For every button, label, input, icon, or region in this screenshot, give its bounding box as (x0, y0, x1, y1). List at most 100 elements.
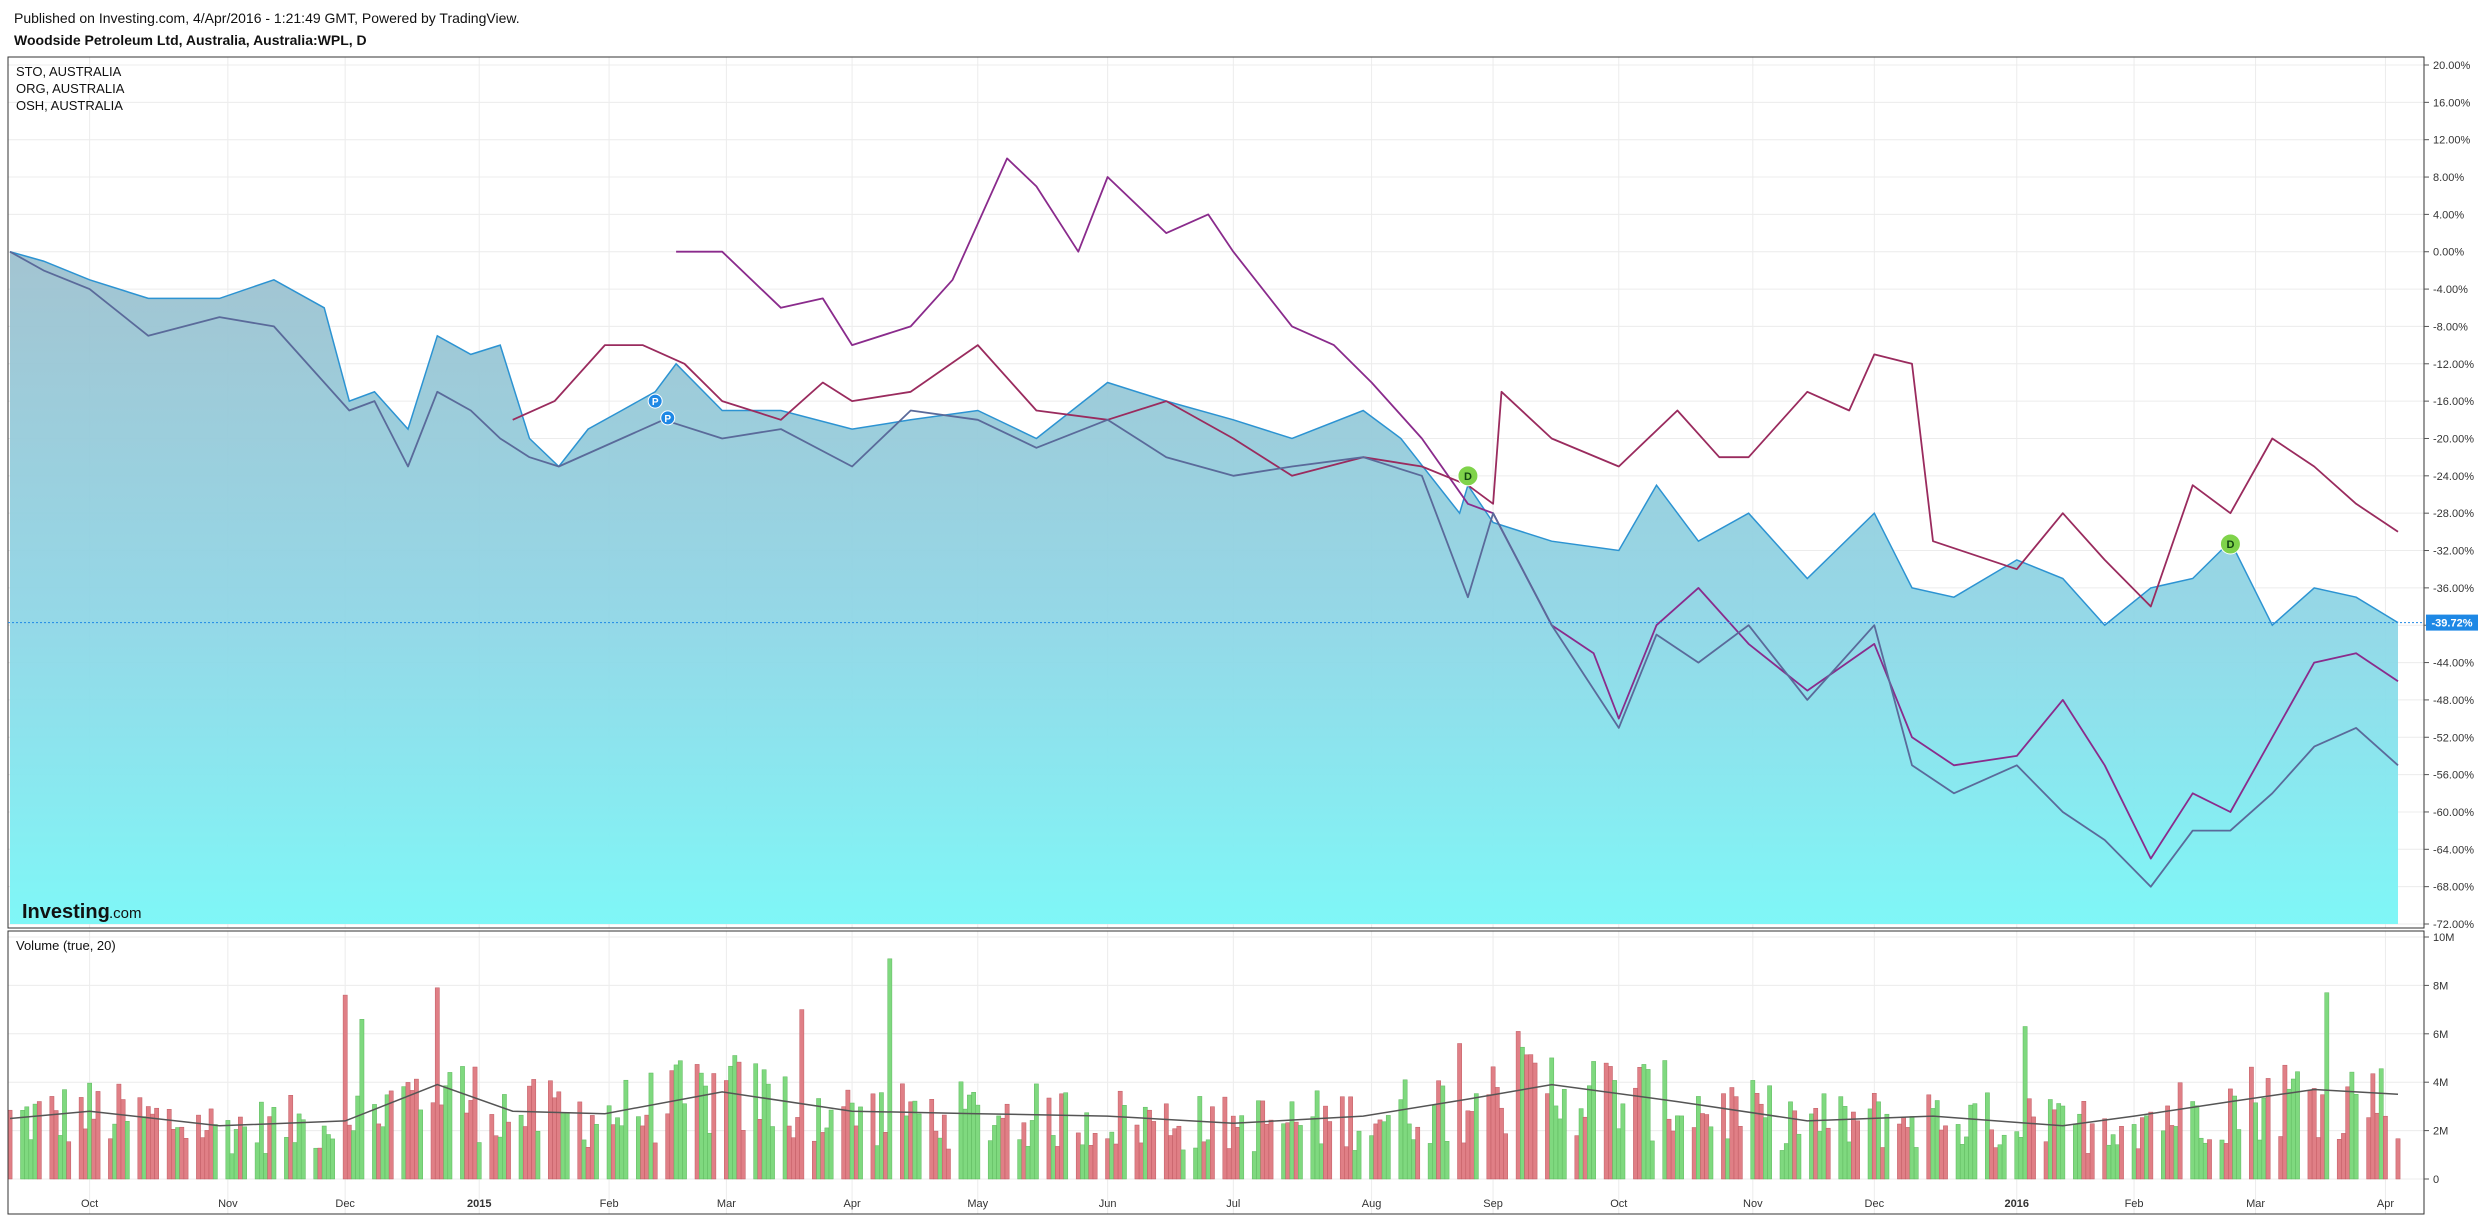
volume-bar (1641, 1064, 1647, 1180)
volume-y-axis: 10M 8M 6M 4M 2M 0 (2424, 932, 2454, 1186)
volume-bar (447, 1072, 453, 1180)
volume-bar (1779, 1150, 1785, 1180)
volume-bar (183, 1138, 189, 1180)
volume-bar (870, 1093, 876, 1180)
volume-bar (2085, 1153, 2091, 1180)
volume-bar (564, 1112, 570, 1180)
volume-bar (753, 1063, 759, 1180)
volume-bar (1721, 1093, 1726, 1180)
volume-bar (665, 1113, 671, 1180)
x-tick-label: Mar (717, 1198, 736, 1210)
volume-bar (137, 1097, 143, 1180)
volume-bar (975, 1104, 981, 1180)
volume-bar (384, 1094, 390, 1180)
volume-bar (1792, 1110, 1798, 1180)
volume-bar (300, 1119, 306, 1180)
volume-bar (1700, 1113, 1705, 1180)
volume-bar (845, 1089, 851, 1180)
volume-bar (1230, 1115, 1236, 1180)
y-tick-label: -12.00% (2433, 359, 2474, 371)
volume-bar (1180, 1149, 1186, 1180)
volume-bar (1733, 1096, 1739, 1180)
volume-bar (2119, 1126, 2124, 1180)
volume-bar (711, 1073, 717, 1180)
volume-bar (736, 1061, 742, 1180)
y-tick-label: -48.00% (2433, 695, 2474, 707)
volume-bar (1251, 1151, 1257, 1180)
series-area-wpl (10, 251, 2398, 924)
volume-bar (2056, 1103, 2062, 1180)
y-tick-label: 12.00% (2433, 135, 2471, 147)
volume-bar (1520, 1046, 1525, 1180)
volume-bar (552, 1097, 557, 1180)
volume-bar (1034, 1083, 1039, 1180)
volume-bar (992, 1125, 997, 1180)
volume-bar (1415, 1126, 1421, 1180)
volume-bar (1821, 1093, 1827, 1180)
volume-bar (791, 1137, 796, 1180)
volume-pane[interactable] (7, 930, 2425, 1215)
volume-bar (2114, 1144, 2120, 1180)
marker-label: D (2226, 539, 2234, 551)
volume-bar (703, 1085, 708, 1180)
volume-bar (95, 1091, 101, 1180)
volume-bar (1444, 1141, 1450, 1180)
volume-bar (141, 1116, 147, 1180)
volume-bar (1025, 1146, 1031, 1180)
volume-bar (200, 1137, 206, 1180)
volume-bar (707, 1132, 712, 1180)
volume-tick-label: 8M (2433, 980, 2448, 992)
volume-bar (1088, 1145, 1094, 1180)
volume-bar (1147, 1109, 1152, 1180)
legend-item-osh: OSH, AUSTRALIA (16, 98, 123, 113)
volume-bar (900, 1083, 905, 1180)
x-tick-label: Nov (1743, 1198, 1763, 1210)
volume-bar (879, 1092, 884, 1180)
volume-bar (468, 1100, 474, 1180)
volume-bar (1532, 1062, 1538, 1180)
volume-bar (2140, 1117, 2145, 1180)
volume-bar (1063, 1092, 1069, 1180)
event-marker[interactable] (660, 410, 676, 426)
event-marker[interactable] (647, 393, 663, 409)
volume-bar (263, 1153, 268, 1180)
event-markers[interactable]: PP D D (647, 393, 2241, 555)
volume-bar (380, 1126, 386, 1180)
volume-bar (1298, 1125, 1303, 1180)
volume-bar (2190, 1101, 2196, 1180)
volume-bar (321, 1125, 327, 1180)
volume-bar (1461, 1142, 1467, 1180)
volume-bar (372, 1104, 377, 1180)
volume-bar (606, 1105, 612, 1180)
volume-bar (770, 1126, 775, 1180)
volume-bar (238, 1116, 243, 1180)
volume-bar (2395, 1138, 2401, 1180)
y-tick-label: -72.00% (2433, 919, 2474, 931)
y-tick-label: 8.00% (2433, 172, 2464, 184)
volume-bar (1436, 1080, 1441, 1180)
volume-bar (2102, 1118, 2108, 1180)
x-tick-label: Feb (2125, 1198, 2144, 1210)
volume-bar (1842, 1106, 1848, 1180)
volume-bar (229, 1153, 235, 1180)
legend: STO, AUSTRALIA ORG, AUSTRALIA OSH, AUSTR… (16, 64, 125, 113)
volume-tick-label: 2M (2433, 1126, 2448, 1138)
volume-bar (610, 1124, 616, 1180)
volume-bar (849, 1102, 855, 1180)
volume-bar (1696, 1096, 1701, 1180)
price-pane[interactable] (7, 56, 2425, 929)
dividend-marker[interactable] (2219, 533, 2241, 555)
volume-bar (1385, 1115, 1391, 1180)
volume-bar (2026, 1098, 2032, 1180)
y-tick-label: -60.00% (2433, 807, 2474, 819)
volume-bar (1851, 1111, 1856, 1180)
volume-bar (933, 1130, 939, 1180)
dividend-marker[interactable] (1457, 465, 1479, 487)
volume-bar (1934, 1100, 1940, 1180)
volume-bar (1608, 1066, 1613, 1180)
volume-bar (1000, 1117, 1006, 1180)
volume-bar (1323, 1105, 1328, 1180)
volume-bar (2257, 1139, 2263, 1180)
volume-bar (1151, 1121, 1157, 1180)
